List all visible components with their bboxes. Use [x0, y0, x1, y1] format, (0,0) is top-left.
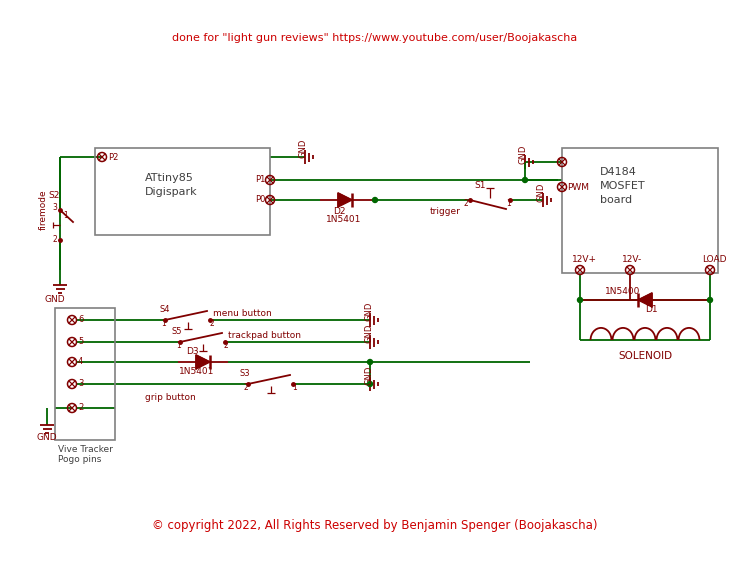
Text: S1: S1: [474, 182, 486, 191]
Text: GND: GND: [37, 433, 58, 442]
Text: 3: 3: [52, 203, 57, 212]
Text: 2: 2: [209, 320, 213, 329]
Circle shape: [523, 178, 527, 183]
Text: 2: 2: [463, 200, 467, 209]
Text: GND: GND: [364, 301, 373, 321]
Bar: [95, 148, 270, 235]
Text: 3: 3: [78, 379, 83, 388]
Text: 1N5400: 1N5400: [605, 287, 640, 296]
Circle shape: [577, 297, 583, 302]
Circle shape: [368, 360, 372, 365]
Text: 12V-: 12V-: [622, 256, 642, 265]
Text: MOSFET: MOSFET: [600, 181, 646, 191]
Text: Vive Tracker: Vive Tracker: [58, 446, 113, 455]
Text: S5: S5: [172, 327, 183, 336]
Text: trackpad button: trackpad button: [228, 330, 301, 339]
Text: © copyright 2022, All Rights Reserved by Benjamin Spenger (Boojakascha): © copyright 2022, All Rights Reserved by…: [152, 519, 597, 533]
Text: 2: 2: [224, 342, 228, 351]
Polygon shape: [338, 193, 352, 207]
Text: S3: S3: [240, 369, 251, 378]
Text: 2: 2: [52, 235, 57, 244]
Text: SOLENOID: SOLENOID: [618, 351, 672, 361]
Text: GND: GND: [45, 296, 65, 305]
Text: 12V+: 12V+: [572, 256, 597, 265]
Bar: [55, 308, 115, 440]
Text: D2: D2: [333, 207, 345, 216]
Circle shape: [708, 297, 712, 302]
Text: GND: GND: [364, 323, 373, 343]
Text: Pogo pins: Pogo pins: [58, 455, 101, 465]
Text: menu button: menu button: [213, 309, 272, 318]
Text: 1: 1: [63, 211, 67, 220]
Text: 1N5401: 1N5401: [326, 215, 361, 224]
Text: D1: D1: [645, 306, 658, 315]
Text: 1: 1: [176, 342, 181, 351]
Text: 1N5401: 1N5401: [179, 368, 214, 377]
Text: PWM: PWM: [567, 183, 589, 192]
Text: 4: 4: [78, 357, 83, 366]
Text: trigger: trigger: [430, 207, 461, 216]
Text: D4184: D4184: [600, 167, 637, 177]
Text: D3: D3: [186, 347, 198, 356]
Text: 1: 1: [161, 320, 166, 329]
Polygon shape: [638, 293, 652, 307]
Text: grip button: grip button: [145, 392, 195, 401]
Text: 1: 1: [506, 200, 511, 209]
Text: GND: GND: [364, 365, 373, 384]
Text: GND: GND: [299, 138, 308, 158]
Circle shape: [368, 382, 372, 387]
Text: Digispark: Digispark: [145, 187, 198, 197]
Text: 5: 5: [78, 338, 83, 347]
Text: P1: P1: [255, 175, 265, 184]
Text: firemode: firemode: [39, 190, 48, 230]
Text: ATtiny85: ATtiny85: [145, 173, 194, 183]
Bar: [562, 148, 718, 273]
Text: LOAD: LOAD: [702, 256, 727, 265]
Text: GND: GND: [537, 182, 546, 202]
Text: P0: P0: [255, 196, 265, 205]
Text: board: board: [600, 195, 632, 205]
Text: P2: P2: [108, 152, 118, 161]
Text: S2: S2: [48, 191, 59, 200]
Text: 2: 2: [244, 383, 249, 392]
Text: 1: 1: [292, 383, 297, 392]
Text: 2: 2: [78, 404, 83, 413]
Text: GND: GND: [519, 144, 528, 164]
Text: done for "light gun reviews" https://www.youtube.com/user/Boojakascha: done for "light gun reviews" https://www…: [172, 33, 577, 43]
Circle shape: [372, 197, 377, 202]
Text: S4: S4: [160, 306, 171, 315]
Polygon shape: [196, 355, 210, 369]
Text: 6: 6: [78, 315, 83, 324]
